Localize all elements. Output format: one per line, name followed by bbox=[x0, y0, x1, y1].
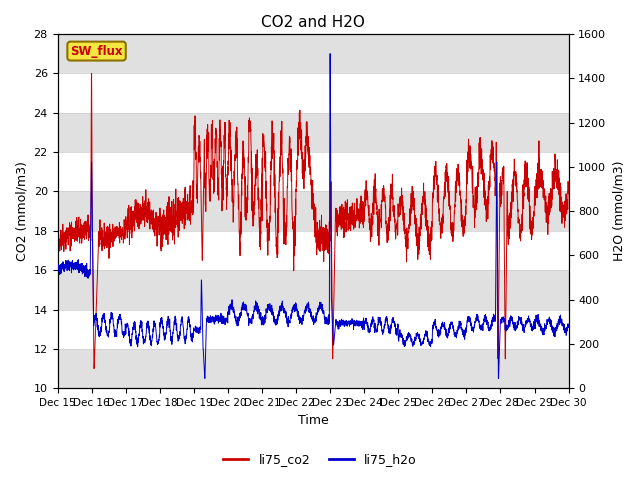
Bar bbox=[58, 349, 568, 388]
Bar bbox=[58, 192, 568, 231]
Y-axis label: CO2 (mmol/m3): CO2 (mmol/m3) bbox=[15, 161, 28, 261]
Bar bbox=[58, 34, 568, 73]
Text: SW_flux: SW_flux bbox=[70, 45, 123, 58]
X-axis label: Time: Time bbox=[298, 414, 328, 427]
Title: CO2 and H2O: CO2 and H2O bbox=[261, 15, 365, 30]
Y-axis label: H2O (mmol/m3): H2O (mmol/m3) bbox=[612, 161, 625, 262]
Bar bbox=[58, 113, 568, 152]
Legend: li75_co2, li75_h2o: li75_co2, li75_h2o bbox=[218, 448, 422, 471]
Bar bbox=[58, 270, 568, 310]
